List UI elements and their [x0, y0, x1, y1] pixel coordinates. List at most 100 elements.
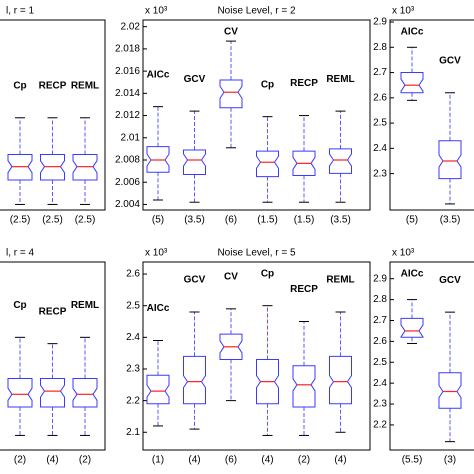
y-tick-label: 2.6 [373, 92, 387, 103]
panel: x 10³ 2.2 2.3 2.4 2.5 2.6 2.7 2.8 2.9 AICc (5.5) GC… [373, 248, 474, 466]
box-annotation: RECP [39, 306, 67, 317]
y-tick-label: 2.4 [373, 143, 387, 154]
y-tick-label: 2.014 [115, 88, 140, 99]
y-tick-label: 2.012 [115, 110, 140, 121]
x-tick-label: (2) [79, 455, 91, 466]
plot-frame [0, 19, 106, 211]
y-tick-label: 2.5 [126, 300, 140, 311]
box [400, 72, 424, 94]
box-annotation: CV [224, 27, 238, 38]
box-annotation: AICc [147, 303, 170, 314]
box [183, 149, 206, 175]
box-annotation: GCV [184, 275, 206, 286]
y-tick-label: 2.5 [373, 357, 387, 368]
y-tick-label: 2.9 [373, 273, 387, 284]
plot-frame [389, 19, 474, 211]
x-tick-label: (4) [334, 455, 346, 466]
box [146, 374, 170, 405]
y-multiplier: x 10³ [392, 6, 415, 17]
y-tick-label: 2.4 [373, 378, 387, 389]
box [183, 355, 206, 405]
box-annotation: AICc [147, 69, 170, 80]
y-tick-label: 2.5 [373, 118, 387, 129]
x-tick-label: (6) [225, 215, 237, 226]
y-tick-label: 2.6 [126, 269, 140, 280]
y-multiplier: x 10³ [145, 6, 168, 17]
box [72, 377, 98, 408]
y-tick-label: 2.1 [126, 427, 140, 438]
panel-title: l, r = 1 [6, 6, 35, 17]
y-multiplier: x 10³ [145, 248, 168, 259]
y-tick-label: 2.3 [126, 364, 140, 375]
x-tick-label: (2) [14, 455, 26, 466]
plot-frame [389, 261, 474, 451]
x-tick-label: (2.5) [42, 215, 63, 226]
plot-frame [142, 19, 371, 211]
box-annotation: Cp [13, 300, 26, 311]
y-tick-label: 2.004 [115, 199, 140, 210]
x-tick-label: (2.5) [75, 215, 96, 226]
plot-frame [142, 261, 371, 451]
x-tick-label: (5) [406, 215, 418, 226]
y-tick-label: 2.3 [373, 168, 387, 179]
box-annotation: CV [224, 271, 238, 282]
box [256, 150, 279, 178]
y-tick-label: 2.006 [115, 177, 140, 188]
x-tick-label: (5) [152, 215, 164, 226]
x-tick-label: (1.5) [294, 215, 315, 226]
box [219, 79, 243, 109]
x-tick-label: (4) [261, 455, 273, 466]
box [40, 377, 65, 408]
box-annotation: Cp [261, 269, 274, 280]
y-tick-label: 2.8 [373, 42, 387, 53]
y-tick-label: 2.2 [126, 395, 140, 406]
x-tick-label: (2.5) [10, 215, 31, 226]
box-annotation: RECP [39, 80, 67, 91]
box [329, 355, 352, 405]
y-tick-label: 2.9 [373, 17, 387, 28]
y-multiplier: x 10³ [392, 248, 415, 259]
y-tick-label: 2.6 [373, 336, 387, 347]
plot-frame [0, 261, 106, 451]
x-tick-label: (3.5) [330, 215, 351, 226]
x-tick-label: (4) [46, 455, 58, 466]
box [329, 148, 352, 174]
y-tick-label: 2.01 [121, 132, 141, 143]
panel-title: l, r = 4 [6, 248, 35, 259]
box-annotation: AICc [401, 269, 424, 280]
box [292, 365, 316, 408]
box [438, 140, 462, 180]
x-tick-label: (3) [444, 455, 456, 466]
box-annotation: GCV [439, 55, 461, 66]
y-tick-label: 2.2 [373, 420, 387, 431]
box [400, 317, 424, 338]
y-tick-label: 2.02 [121, 21, 141, 32]
box [438, 372, 462, 409]
x-tick-label: (1) [152, 455, 164, 466]
x-tick-label: (3.5) [184, 215, 205, 226]
y-tick-label: 2.018 [115, 44, 140, 55]
box-annotation: RECP [290, 78, 318, 89]
box-annotation: GCV [439, 275, 461, 286]
box-annotation: REML [326, 275, 354, 286]
x-tick-label: (3.5) [440, 215, 461, 226]
x-tick-label: (5.5) [402, 455, 423, 466]
panel: x 10³ 2.3 2.4 2.5 2.6 2.7 2.8 2.9 AICc (5) GCV (3.5… [373, 6, 474, 226]
x-tick-label: (6) [225, 455, 237, 466]
x-tick-label: (1.5) [257, 215, 278, 226]
y-tick-label: 2.008 [115, 155, 140, 166]
box-annotation: REML [326, 74, 354, 85]
box-annotation: RECP [290, 284, 318, 295]
box [7, 377, 33, 408]
panel: Noise Level, r = 5 x 10³ 2.1 2.2 2.3 2.4 2.5 2.… [126, 248, 371, 466]
panel-title: Noise Level, r = 5 [217, 248, 296, 259]
y-tick-label: 2.3 [373, 399, 387, 410]
box-annotation: Cp [261, 79, 274, 90]
panel: l, r = 4 Cp (2) RECP (4) REML (2) [0, 248, 106, 466]
box-annotation: REML [71, 80, 99, 91]
panel: l, r = 1 Cp (2.5) RECP (2.5) REML (2.5) [0, 6, 106, 226]
y-tick-label: 2.4 [126, 332, 140, 343]
y-tick-label: 2.8 [373, 294, 387, 305]
x-tick-label: (4) [188, 455, 200, 466]
x-tick-label: (2) [298, 455, 310, 466]
